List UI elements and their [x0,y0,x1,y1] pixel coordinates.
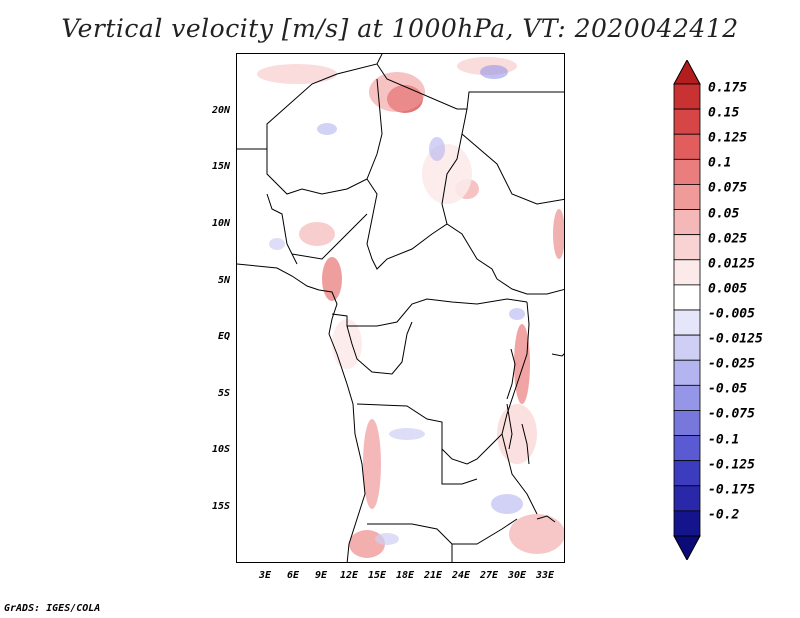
colorbar-tick-label: 0.075 [708,180,748,196]
lon-tick-label: 6E [286,570,300,581]
colorbar-segment [673,384,701,411]
colorbar-segment [673,158,701,185]
colorbar-segment [673,435,701,462]
footer-credit: GrADS: IGES/COLA [4,603,101,614]
colorbar-tick-label: 0.05 [708,206,740,222]
colorbar-segment [673,259,701,286]
lat-tick-label: 10N [211,218,230,229]
colorbar [673,60,701,560]
colorbar-segment [673,284,701,311]
colorbar-tick-label: -0.025 [708,356,755,372]
lat-tick-label: 15S [211,501,230,512]
colorbar-max-arrow [673,60,701,85]
colorbar-segment [673,460,701,487]
colorbar-segment [673,309,701,336]
lon-tick-label: 12E [339,570,359,581]
colorbar-segment [673,359,701,386]
colorbar-tick-label: 0.005 [708,281,748,297]
colorbar-segment [673,209,701,236]
colorbar-tick-label: 0.0125 [708,256,755,272]
colorbar-segment [673,334,701,361]
lat-tick-label: EQ [217,331,230,342]
lon-tick-label: 3E [258,570,272,581]
lat-tick-label: 5N [217,275,230,286]
colorbar-tick-label: 0.1 [708,155,732,171]
colorbar-tick-label: 0.175 [708,80,748,96]
chart-title: Vertical velocity [m/s] at 1000hPa, VT: … [61,14,739,43]
colorbar-segment [673,108,701,135]
map-canvas [237,54,564,562]
lon-tick-label: 9E [314,570,328,581]
colorbar-tick-label: 0.025 [708,231,748,247]
colorbar-tick-label: -0.075 [708,406,755,422]
lon-tick-label: 27E [479,570,499,581]
lon-tick-label: 21E [423,570,443,581]
lat-tick-label: 5S [217,388,230,399]
colorbar-tick-label: -0.005 [708,306,755,322]
colorbar-tick-label: -0.05 [708,381,748,397]
lon-tick-label: 15E [367,570,387,581]
colorbar-segment [673,510,701,537]
colorbar-tick-label: -0.175 [708,482,755,498]
country-borders [237,54,564,562]
colorbar-segment [673,485,701,512]
lon-tick-label: 33E [535,570,555,581]
colorbar-segment [673,184,701,210]
colorbar-min-arrow [673,535,701,560]
colorbar-tick-label: 0.15 [708,105,740,121]
colorbar-segment [673,133,701,160]
lon-tick-label: 18E [395,570,415,581]
colorbar-segment [673,83,701,110]
lat-tick-label: 20N [211,105,230,116]
colorbar-tick-label: 0.125 [708,130,748,146]
lon-tick-label: 30E [507,570,527,581]
colorbar-tick-label: -0.1 [708,432,740,448]
lat-tick-label: 10S [211,444,230,455]
lon-tick-label: 24E [451,570,471,581]
colorbar-tick-label: -0.125 [708,457,755,473]
map-panel [236,53,565,563]
colorbar-tick-label: -0.0125 [708,331,763,347]
colorbar-segment [673,410,701,436]
colorbar-tick-label: -0.2 [708,507,740,523]
lat-tick-label: 15N [211,161,230,172]
colorbar-segment [673,234,701,261]
